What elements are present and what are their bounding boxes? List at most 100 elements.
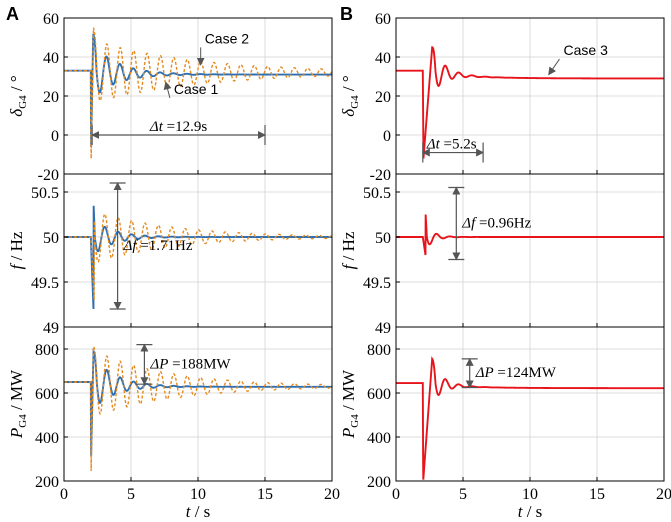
y-tick-label: 0 xyxy=(51,128,59,145)
y-axis-label-unit: / ° xyxy=(339,75,358,95)
y-tick-label: 40 xyxy=(375,50,391,67)
y-axis-label-subscript: G4 xyxy=(17,414,29,428)
y-tick-label: 600 xyxy=(35,386,59,403)
y-axis-label: PG4 / MW xyxy=(339,369,361,439)
series-line-case-1 xyxy=(64,205,332,310)
series-line-case-3 xyxy=(396,356,664,480)
subplot-A-freq: 49 49.5 50 50.5 f / Hz Δf =1.71Hz xyxy=(7,173,333,337)
y-axis-label-subscript: G4 xyxy=(349,414,361,428)
y-axis-label-unit: / MW xyxy=(7,369,26,414)
series-line-case-3 xyxy=(396,46,664,159)
y-tick-label: 60 xyxy=(375,11,391,28)
span-label: ΔP =124MW xyxy=(475,365,557,381)
y-tick-label: 50 xyxy=(375,230,391,247)
x-axis-label-unit: / s xyxy=(190,502,210,521)
callout-label: Case 1 xyxy=(174,81,219,97)
span-label-value: =1.71Hz xyxy=(137,238,193,254)
y-axis-label: f / Hz xyxy=(7,231,26,269)
y-axis-label-symbol: δ xyxy=(7,108,26,117)
y-axis-label-subscript: G4 xyxy=(349,95,361,109)
span-label-symbol: Δf xyxy=(461,216,477,232)
x-tick-label: 10 xyxy=(522,486,538,503)
y-tick-label: 400 xyxy=(367,430,391,447)
series-line-case-1 xyxy=(64,33,332,147)
span-label: Δf =0.96Hz xyxy=(461,216,531,232)
x-tick-label: 15 xyxy=(257,486,273,503)
span-label-symbol: ΔP xyxy=(149,356,168,372)
callout-label: Case 3 xyxy=(564,42,609,58)
x-tick-label: 20 xyxy=(324,486,340,503)
x-tick-label: 5 xyxy=(127,486,135,503)
y-axis-label: δG4 / ° xyxy=(7,75,29,116)
series-line-case-1 xyxy=(64,348,332,457)
y-tick-label: 20 xyxy=(43,89,59,106)
x-tick-label: 10 xyxy=(190,486,206,503)
x-axis-label-unit: / s xyxy=(522,502,542,521)
subplot-A-delta: -20 0 20 40 60 δG4 / ° Δt =12.9s Case 2 Case 1 xyxy=(7,11,333,184)
series-line-case-2 xyxy=(64,345,332,471)
y-axis-label-symbol: P xyxy=(7,428,26,439)
y-axis-label-symbol: f xyxy=(7,262,26,269)
y-tick-label: 49 xyxy=(43,320,59,337)
y-tick-label: 0 xyxy=(383,128,391,145)
x-tick-label: 20 xyxy=(656,486,671,503)
y-tick-label: 50.5 xyxy=(363,185,391,202)
x-tick-label: 5 xyxy=(459,486,467,503)
y-axis-label-symbol: δ xyxy=(339,108,358,117)
interval-label-symbol: Δt xyxy=(149,119,164,135)
y-tick-label: 49.5 xyxy=(31,275,59,292)
y-tick-label: 400 xyxy=(35,430,59,447)
panel-label-b: B xyxy=(340,4,353,24)
panel-label-a: A xyxy=(6,4,19,24)
y-axis-label-symbol: f xyxy=(339,262,358,269)
span-label-value: =188MW xyxy=(168,356,231,372)
y-axis-label: PG4 / MW xyxy=(7,369,29,439)
series-line-case-2 xyxy=(64,27,332,159)
x-tick-label: 15 xyxy=(589,486,605,503)
subplot-B-freq: 49 49.5 50 50.5 f / Hz Δf =0.96Hz xyxy=(339,173,665,337)
y-tick-label: 49 xyxy=(375,320,391,337)
y-tick-label: 50.5 xyxy=(31,185,59,202)
y-tick-label: 800 xyxy=(367,342,391,359)
x-tick-label: 0 xyxy=(392,486,400,503)
y-axis-label-unit: / Hz xyxy=(7,231,26,265)
span-label-value: =124MW xyxy=(494,365,557,381)
callout-arrow xyxy=(548,58,560,76)
y-tick-label: 49.5 xyxy=(363,275,391,292)
y-tick-label: 800 xyxy=(35,342,59,359)
x-axis-label-symbol: t xyxy=(186,502,192,521)
y-axis-label-subscript: G4 xyxy=(17,95,29,109)
y-tick-label: 50 xyxy=(43,230,59,247)
y-tick-label: 40 xyxy=(43,50,59,67)
span-label-symbol: Δf xyxy=(123,238,139,254)
y-tick-label: 200 xyxy=(367,474,391,491)
subplot-B-delta: -20 0 20 40 60 δG4 / ° Δt =5.2s Case 3 xyxy=(339,11,665,184)
span-label: ΔP =188MW xyxy=(149,356,231,372)
callout-arrow xyxy=(163,81,172,99)
interval-label: Δt =12.9s xyxy=(149,119,207,135)
y-tick-label: 200 xyxy=(35,474,59,491)
x-tick-label: 0 xyxy=(60,486,68,503)
interval-label-symbol: Δt xyxy=(426,137,441,153)
y-axis-label-unit: / ° xyxy=(7,75,26,95)
y-axis-label-symbol: P xyxy=(339,428,358,439)
span-label-symbol: ΔP xyxy=(475,365,494,381)
y-axis-label: δG4 / ° xyxy=(339,75,361,116)
x-axis-label-symbol: t xyxy=(518,502,524,521)
y-tick-label: 20 xyxy=(375,89,391,106)
y-axis-label: f / Hz xyxy=(339,231,358,269)
y-axis-label-unit: / Hz xyxy=(339,231,358,265)
y-tick-label: -20 xyxy=(370,167,391,184)
subplot-B-power: 200 400 600 800 PG4 / MW 0 5 10 15 20 t / s ΔP =124… xyxy=(339,326,671,521)
y-tick-label: 600 xyxy=(367,386,391,403)
y-axis-label-unit: / MW xyxy=(339,369,358,414)
y-tick-label: 60 xyxy=(43,11,59,28)
span-label-value: =0.96Hz xyxy=(475,216,531,232)
interval-label: Δt =5.2s xyxy=(426,137,477,153)
y-tick-label: -20 xyxy=(38,167,59,184)
x-axis-label: t / s xyxy=(186,502,211,521)
interval-label-value: =12.9s xyxy=(163,119,207,135)
series-line-case-3 xyxy=(396,214,664,256)
